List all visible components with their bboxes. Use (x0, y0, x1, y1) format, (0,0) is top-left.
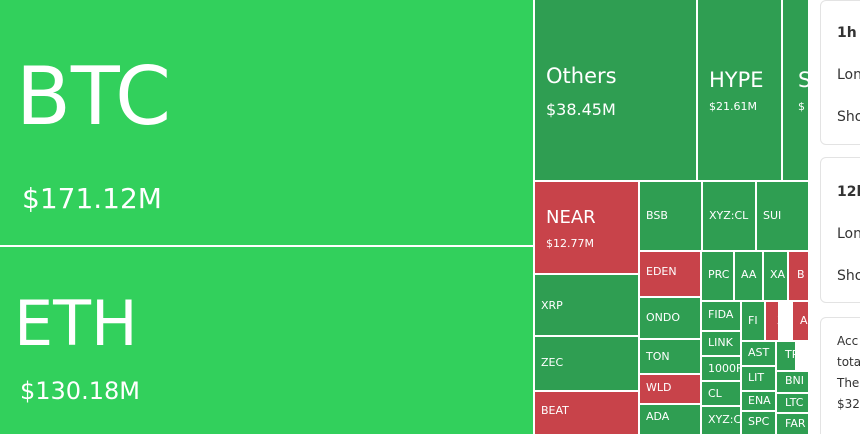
tile-label: TON (646, 350, 670, 363)
tile[interactable]: S $ (783, 0, 808, 180)
tile[interactable]: EDEN (640, 252, 700, 296)
tile-label: SPC (748, 415, 770, 428)
tile-label: HYPE (709, 68, 764, 92)
tile[interactable]: A (793, 302, 808, 340)
tile-label: ZEC (541, 356, 564, 369)
tile[interactable]: SPC (742, 412, 775, 434)
tile-label: S (798, 68, 808, 92)
tile[interactable]: AST (742, 342, 775, 365)
tile[interactable]: ZEC (535, 337, 638, 390)
tile[interactable]: FIDA (702, 302, 740, 330)
tile[interactable]: Others $38.45M (535, 0, 696, 180)
tile[interactable]: TR (777, 342, 795, 370)
tile[interactable]: ADA (640, 405, 700, 434)
tile[interactable]: XYZ:C (702, 407, 740, 434)
tile-label: BEAT (541, 404, 569, 417)
tile-label: BNI (785, 374, 805, 387)
tile[interactable]: FI (742, 302, 764, 340)
card[interactable]: 12h Lon Sho (820, 157, 860, 303)
card[interactable]: 1h Lon Sho (820, 0, 860, 145)
tile[interactable]: XRP (535, 275, 638, 335)
tile[interactable]: ENA (742, 392, 775, 410)
tile-label: ETH (14, 287, 138, 360)
tile[interactable]: ETH $130.18M (0, 247, 533, 434)
tile[interactable]: BEAT (535, 392, 638, 434)
tile-label: FI (748, 314, 758, 327)
card-text: Lon (837, 226, 860, 242)
tile-label: BSB (646, 209, 668, 222)
tile-value: $ (798, 100, 805, 113)
card-text: Acc (837, 334, 859, 348)
tile[interactable]: NEAR $12.77M (535, 182, 638, 273)
tile-label: ENA (748, 394, 771, 407)
tile[interactable]: 1000F (702, 357, 740, 380)
tile-label: ONDO (646, 311, 681, 324)
tile-label: FAR (785, 417, 806, 430)
tile-label: PRC (708, 268, 730, 281)
tile-label: FIDA (708, 308, 734, 321)
tile-value: $130.18M (20, 377, 140, 405)
tile-label: A (800, 314, 808, 327)
card-text: The (837, 376, 860, 390)
tile-label: SUI (763, 209, 782, 222)
tile-label: EDEN (646, 265, 677, 278)
tile[interactable]: XY (766, 302, 778, 340)
tile[interactable]: HYPE $21.61M (698, 0, 781, 180)
tile[interactable]: XA (764, 252, 787, 300)
card[interactable]: Acc tota The $32 (820, 317, 860, 434)
tile[interactable]: LIT (742, 367, 775, 390)
tile[interactable]: LTC (777, 394, 808, 412)
tile-label: LTC (785, 396, 804, 409)
tile-label: XRP (541, 299, 563, 312)
tile[interactable]: SUI (757, 182, 808, 250)
tile-label: ADA (646, 410, 670, 423)
tile[interactable]: XYZ:CL (703, 182, 755, 250)
tile[interactable]: ONDO (640, 298, 700, 338)
tile[interactable]: BTC $171.12M (0, 0, 533, 245)
tile-label: LINK (708, 336, 733, 349)
tile[interactable]: B (789, 252, 808, 300)
tile-label: XYZ:CL (709, 209, 749, 222)
tile-label: B (797, 268, 805, 281)
tile[interactable]: TON (640, 340, 700, 373)
tile[interactable]: FAR (777, 414, 808, 434)
card-text: Sho (837, 109, 860, 125)
tile-label: WLD (646, 381, 672, 394)
card-text: Sho (837, 268, 860, 284)
tile-value: $38.45M (546, 100, 616, 119)
tile-value: $12.77M (546, 237, 594, 250)
tile-label: XA (770, 268, 786, 281)
card-title: 1h (837, 25, 857, 41)
tile-label: TR (785, 348, 795, 361)
tile-label: XYZ:C (708, 413, 740, 426)
tile[interactable]: WLD (640, 375, 700, 403)
card-title: 12h (837, 184, 860, 200)
tile[interactable]: PRC (702, 252, 733, 300)
tile-label: BTC (16, 50, 171, 143)
tile[interactable]: BSB (640, 182, 701, 250)
tile-label: 1000F (708, 362, 740, 375)
tile[interactable]: CL (702, 382, 740, 405)
tile[interactable]: BNI (777, 372, 808, 392)
tile-label: XY (777, 314, 778, 327)
card-text: $32 (837, 397, 860, 411)
tile-label: CL (708, 387, 722, 400)
card-text: tota (837, 355, 860, 369)
tile-label: LIT (748, 371, 765, 384)
tile[interactable]: LINK (702, 332, 740, 355)
tile-label: AA (741, 268, 757, 281)
tile-label: Others (546, 64, 617, 88)
tile-value: $171.12M (22, 182, 162, 215)
card-text: Lon (837, 67, 860, 83)
tile-label: NEAR (546, 207, 596, 228)
tile[interactable]: AA (735, 252, 762, 300)
tile-label: AST (748, 346, 770, 359)
tile-value: $21.61M (709, 100, 757, 113)
